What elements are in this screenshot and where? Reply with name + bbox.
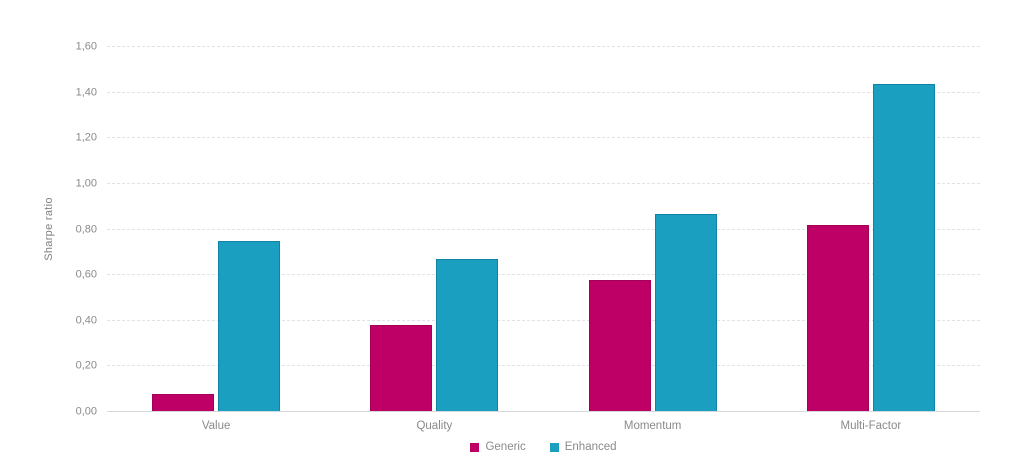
y-tick-label: 1,60 bbox=[75, 40, 97, 53]
y-tick-label: 1,20 bbox=[75, 131, 97, 144]
bar-group-momentum bbox=[544, 47, 762, 412]
plot-area bbox=[107, 46, 980, 412]
bar-enhanced-value bbox=[218, 240, 281, 412]
y-tick-label: 1,40 bbox=[75, 86, 97, 99]
bar-generic-value bbox=[152, 393, 215, 412]
y-tick-label: 0,00 bbox=[75, 405, 97, 418]
bar-generic-momentum bbox=[588, 279, 651, 412]
legend-swatch-enhanced bbox=[549, 442, 559, 452]
bar-generic-multi-factor bbox=[806, 224, 869, 412]
y-axis-ticks: 0,00 0,20 0,40 0,60 0,80 1,00 1,20 1,40 1,60 bbox=[0, 41, 97, 417]
gridline bbox=[107, 365, 980, 367]
legend-swatch-generic bbox=[470, 442, 480, 452]
legend-label-generic: Generic bbox=[485, 441, 526, 453]
bar-group-value bbox=[107, 47, 325, 412]
x-category-label-value: Value bbox=[201, 420, 231, 432]
gridline bbox=[107, 274, 980, 276]
x-category-label-multi-factor: Multi-Factor bbox=[840, 420, 902, 432]
legend-item-generic: Generic bbox=[470, 441, 526, 453]
x-category-label-momentum: Momentum bbox=[623, 420, 682, 432]
y-tick-label: 0,60 bbox=[75, 268, 97, 281]
x-axis-line bbox=[107, 411, 980, 412]
legend-label-enhanced: Enhanced bbox=[564, 441, 617, 453]
gridline bbox=[107, 228, 980, 230]
bar-enhanced-quality bbox=[436, 259, 499, 412]
gridline bbox=[107, 319, 980, 321]
gridline bbox=[107, 182, 980, 184]
bar-enhanced-multi-factor bbox=[872, 83, 935, 412]
y-tick-label: 0,40 bbox=[75, 314, 97, 327]
bar-groups bbox=[107, 47, 980, 412]
bar-group-multi-factor bbox=[762, 47, 980, 412]
x-axis-labels: Value Quality Momentum Multi-Factor bbox=[107, 420, 980, 432]
legend: Generic Enhanced bbox=[107, 441, 980, 453]
y-tick-label: 0,20 bbox=[75, 359, 97, 372]
bar-group-quality bbox=[325, 47, 543, 412]
y-tick-label: 1,00 bbox=[75, 177, 97, 190]
bar-generic-quality bbox=[370, 325, 433, 412]
gridline bbox=[107, 91, 980, 93]
x-category-label-quality: Quality bbox=[416, 420, 453, 432]
legend-item-enhanced: Enhanced bbox=[549, 441, 617, 453]
y-tick-label: 0,80 bbox=[75, 223, 97, 235]
bar-enhanced-momentum bbox=[654, 213, 717, 412]
gridline bbox=[107, 46, 980, 47]
gridline bbox=[107, 137, 980, 139]
